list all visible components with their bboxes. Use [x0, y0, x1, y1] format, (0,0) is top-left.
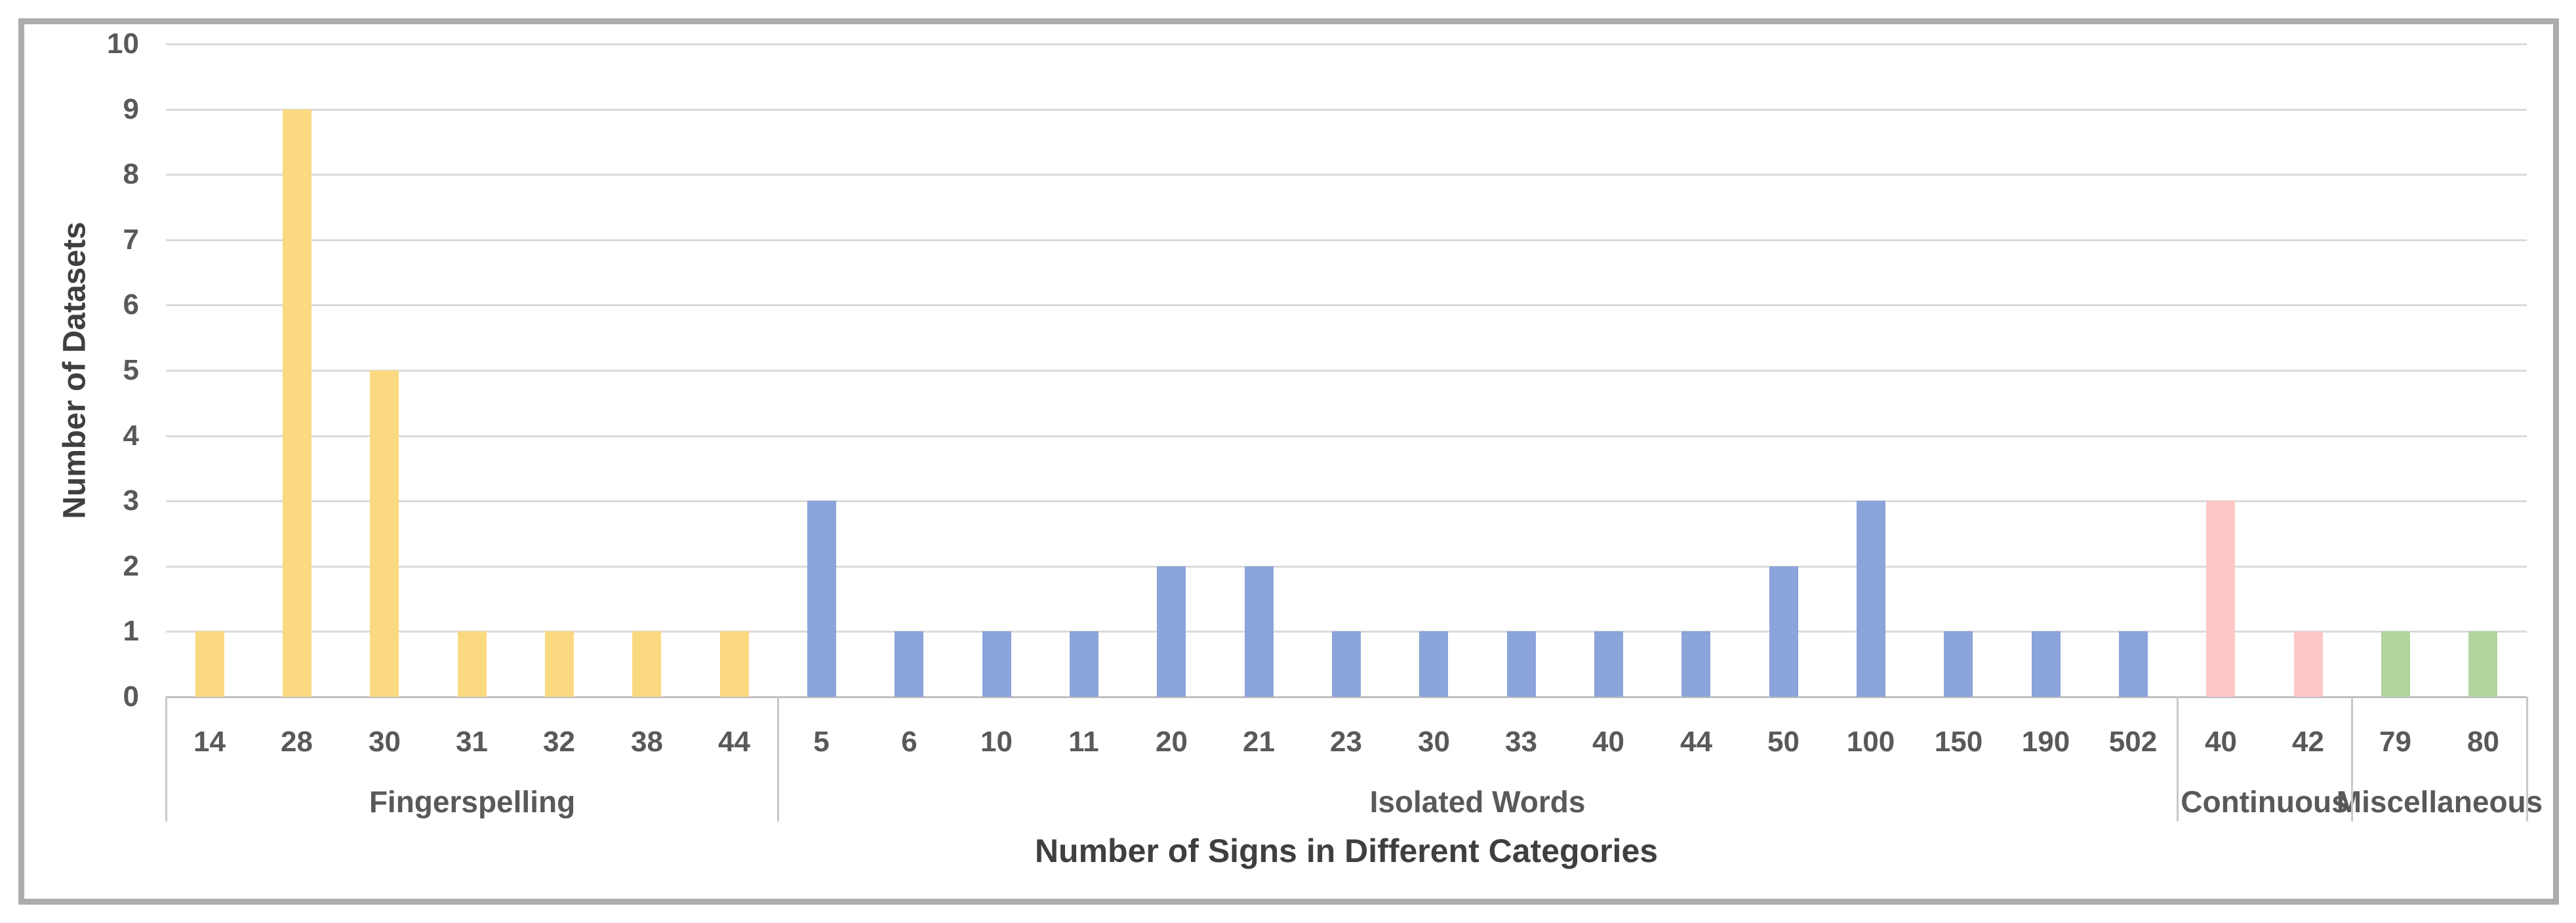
bar — [2294, 631, 2323, 697]
x-tick-label: 150 — [1934, 726, 1983, 758]
y-tick-label: 7 — [123, 224, 139, 256]
y-tick-label: 6 — [123, 288, 139, 321]
x-axis-line — [166, 696, 2527, 698]
x-tick-label: 14 — [193, 726, 226, 758]
bar — [370, 370, 399, 697]
x-axis-title: Number of Signs in Different Categories — [1034, 833, 1659, 869]
bar — [1245, 566, 1274, 697]
gridline — [166, 43, 2527, 45]
category-divider — [2351, 697, 2353, 821]
x-tick-label: 28 — [281, 726, 313, 758]
x-tick-label: 40 — [1592, 726, 1624, 758]
gridline — [166, 370, 2527, 372]
category-group-label: Fingerspelling — [369, 785, 576, 819]
bar — [1507, 631, 1536, 697]
x-tick-label: 21 — [1243, 726, 1275, 758]
x-tick-label: 31 — [456, 726, 488, 758]
x-tick-label: 42 — [2292, 726, 2324, 758]
gridline — [166, 304, 2527, 306]
x-tick-label: 38 — [631, 726, 663, 758]
bar — [195, 631, 224, 697]
x-tick-label: 80 — [2467, 726, 2499, 758]
x-tick-label: 11 — [1068, 726, 1099, 758]
x-tick-label: 190 — [2021, 726, 2070, 758]
bar — [1157, 566, 1186, 697]
x-tick-label: 50 — [1767, 726, 1800, 758]
category-group-label: Isolated Words — [1369, 785, 1586, 819]
x-tick-label: 6 — [901, 726, 917, 758]
x-tick-label: 20 — [1156, 726, 1188, 758]
bar — [1419, 631, 1448, 697]
y-tick-label: 9 — [123, 93, 139, 125]
category-divider — [2177, 697, 2179, 821]
bar — [1857, 501, 1885, 697]
category-divider — [165, 697, 167, 821]
chart-border — [18, 18, 2559, 905]
bar — [2206, 501, 2235, 697]
gridline — [166, 566, 2527, 568]
bar — [895, 631, 923, 697]
bar — [1594, 631, 1623, 697]
bar — [1332, 631, 1361, 697]
y-tick-label: 10 — [107, 28, 139, 60]
bar — [2032, 631, 2061, 697]
y-tick-label: 8 — [123, 158, 139, 190]
y-tick-label: 0 — [123, 680, 139, 713]
bar — [2119, 631, 2148, 697]
x-tick-label: 23 — [1330, 726, 1362, 758]
x-tick-label: 33 — [1505, 726, 1537, 758]
bar — [283, 109, 312, 697]
gridline — [166, 239, 2527, 241]
x-tick-label: 40 — [2205, 726, 2237, 758]
bar — [1681, 631, 1710, 697]
category-group-label: Continuous — [2181, 785, 2348, 819]
x-tick-label: 44 — [718, 726, 750, 758]
x-tick-label: 79 — [2379, 726, 2411, 758]
category-group-label: Miscellaneous — [2336, 785, 2543, 819]
x-tick-label: 10 — [980, 726, 1013, 758]
bar — [632, 631, 661, 697]
y-tick-label: 1 — [123, 615, 139, 647]
category-divider — [2526, 697, 2528, 821]
bar — [2381, 631, 2410, 697]
bar — [720, 631, 749, 697]
y-tick-label: 2 — [123, 550, 139, 582]
bar — [545, 631, 574, 697]
x-tick-label: 502 — [2108, 726, 2158, 758]
bar — [2468, 631, 2497, 697]
x-tick-label: 30 — [369, 726, 401, 758]
category-divider — [777, 697, 779, 821]
x-tick-label: 44 — [1680, 726, 1712, 758]
x-tick-label: 30 — [1418, 726, 1450, 758]
bar — [982, 631, 1011, 697]
x-tick-label: 5 — [813, 726, 830, 758]
gridline — [166, 109, 2527, 111]
bar — [458, 631, 487, 697]
y-tick-label: 5 — [123, 354, 139, 386]
y-tick-label: 3 — [123, 484, 139, 517]
bar — [1944, 631, 1973, 697]
bar — [1070, 631, 1098, 697]
gridline — [166, 174, 2527, 176]
x-tick-label: 32 — [543, 726, 575, 758]
gridline — [166, 435, 2527, 437]
bar — [807, 501, 836, 697]
bar — [1769, 566, 1798, 697]
y-tick-label: 4 — [123, 420, 139, 452]
x-tick-label: 100 — [1846, 726, 1895, 758]
gridline — [166, 500, 2527, 502]
